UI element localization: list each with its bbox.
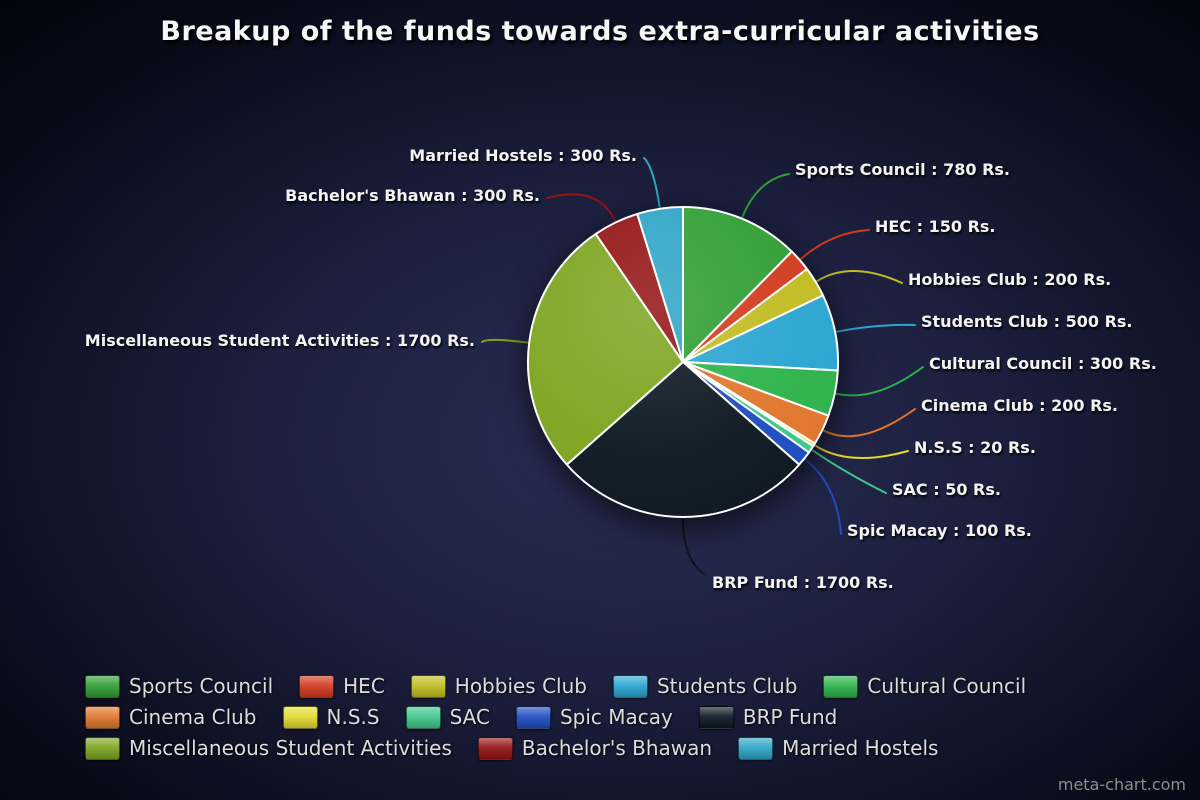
leader-line-cultural-council [835, 366, 924, 397]
watermark: meta-chart.com [1057, 775, 1186, 794]
leader-line-bachelor-s-bhawan [546, 193, 616, 222]
leader-line-miscellaneous-student-activities [481, 338, 529, 344]
slice-label-spic-macay: Spic Macay : 100 Rs. [847, 521, 1032, 540]
slice-label-sports-council: Sports Council : 780 Rs. [795, 160, 1010, 179]
leader-line-students-club [836, 323, 916, 333]
legend-swatch-married-hostels [738, 736, 774, 760]
legend-swatch-cultural-council [823, 674, 859, 698]
legend-row: Miscellaneous Student Activities Bachelor… [85, 736, 1026, 760]
legend-row: Sports Council HEC Hobbies Club Students Cl… [85, 674, 1026, 698]
leader-line-married-hostels [643, 157, 661, 208]
leader-line-cinema-club [823, 408, 916, 438]
slice-label-miscellaneous-student-activities: Miscellaneous Student Activities : 1700 … [84, 331, 475, 350]
leader-line-hobbies-club [816, 270, 903, 284]
slice-label-hec: HEC : 150 Rs. [875, 217, 996, 236]
legend-item-students-club: Students Club [612, 674, 798, 698]
legend-label: Sports Council [129, 674, 274, 698]
legend-label: SAC [449, 705, 490, 729]
leader-line-sports-council [741, 173, 790, 218]
leader-line-brp-fund [682, 518, 705, 575]
pie-slices [526, 206, 840, 519]
legend-item-brp-fund: BRP Fund [698, 705, 838, 729]
legend-label: Spic Macay [559, 705, 673, 729]
legend-swatch-spic-macay [515, 705, 551, 729]
legend-item-married-hostels: Married Hostels [738, 736, 938, 760]
legend-label: Students Club [656, 674, 798, 698]
legend-item-miscellaneous-student-activities: Miscellaneous Student Activities [85, 736, 452, 760]
leader-line-hec [800, 229, 870, 260]
legend-item-sports-council: Sports Council [85, 674, 273, 698]
leader-line-spic-macay [804, 458, 842, 535]
legend-swatch-sports-council [85, 674, 120, 698]
legend-swatch-bachelor-s-bhawan [477, 736, 513, 760]
legend-swatch-brp-fund [698, 705, 734, 729]
slice-label-brp-fund: BRP Fund : 1700 Rs. [712, 573, 894, 592]
slice-label-students-club: Students Club : 500 Rs. [921, 312, 1133, 331]
slice-label-n-s-s: N.S.S : 20 Rs. [914, 438, 1036, 457]
legend-label: Cinema Club [129, 705, 257, 729]
legend-label: Hobbies Club [454, 674, 587, 698]
legend-item-bachelor-s-bhawan: Bachelor's Bhawan [477, 736, 713, 760]
legend-swatch-cinema-club [85, 705, 120, 729]
legend-label: Married Hostels [782, 736, 939, 760]
legend-swatch-students-club [612, 674, 648, 698]
legend-item-cinema-club: Cinema Club [85, 705, 257, 729]
legend-swatch-n-s-s [282, 705, 318, 729]
legend-label: BRP Fund [742, 705, 838, 729]
slice-label-hobbies-club: Hobbies Club : 200 Rs. [908, 270, 1112, 289]
legend-item-hobbies-club: Hobbies Club [410, 674, 587, 698]
slice-label-cultural-council: Cultural Council : 300 Rs. [929, 354, 1157, 373]
slice-label-married-hostels: Married Hostels : 300 Rs. [409, 146, 637, 165]
legend-label: Bachelor's Bhawan [521, 736, 713, 760]
legend-label: HEC [343, 674, 385, 698]
legend-item-n-s-s: N.S.S [282, 705, 380, 729]
legend-item-spic-macay: Spic Macay [515, 705, 673, 729]
slice-label-bachelor-s-bhawan: Bachelor's Bhawan : 300 Rs. [285, 186, 540, 205]
legend-swatch-sac [405, 705, 441, 729]
legend-label: Miscellaneous Student Activities [129, 736, 452, 760]
legend-label: Cultural Council [867, 674, 1027, 698]
legend-swatch-miscellaneous-student-activities [85, 736, 120, 760]
slice-label-sac: SAC : 50 Rs. [892, 480, 1001, 499]
legend-swatch-hobbies-club [410, 674, 446, 698]
chart-legend: Sports Council HEC Hobbies Club Students Cl… [85, 674, 1026, 767]
legend-item-hec: HEC [299, 674, 385, 698]
legend-item-cultural-council: Cultural Council [823, 674, 1026, 698]
legend-label: N.S.S [326, 705, 380, 729]
legend-item-sac: SAC [405, 705, 490, 729]
legend-row: Cinema Club N.S.S SAC Spic Macay BRP Fund [85, 705, 1026, 729]
leader-line-n-s-s [814, 444, 909, 459]
legend-swatch-hec [299, 674, 335, 698]
chart-title: Breakup of the funds towards extra-curri… [160, 16, 1040, 47]
slice-label-cinema-club: Cinema Club : 200 Rs. [921, 396, 1119, 415]
